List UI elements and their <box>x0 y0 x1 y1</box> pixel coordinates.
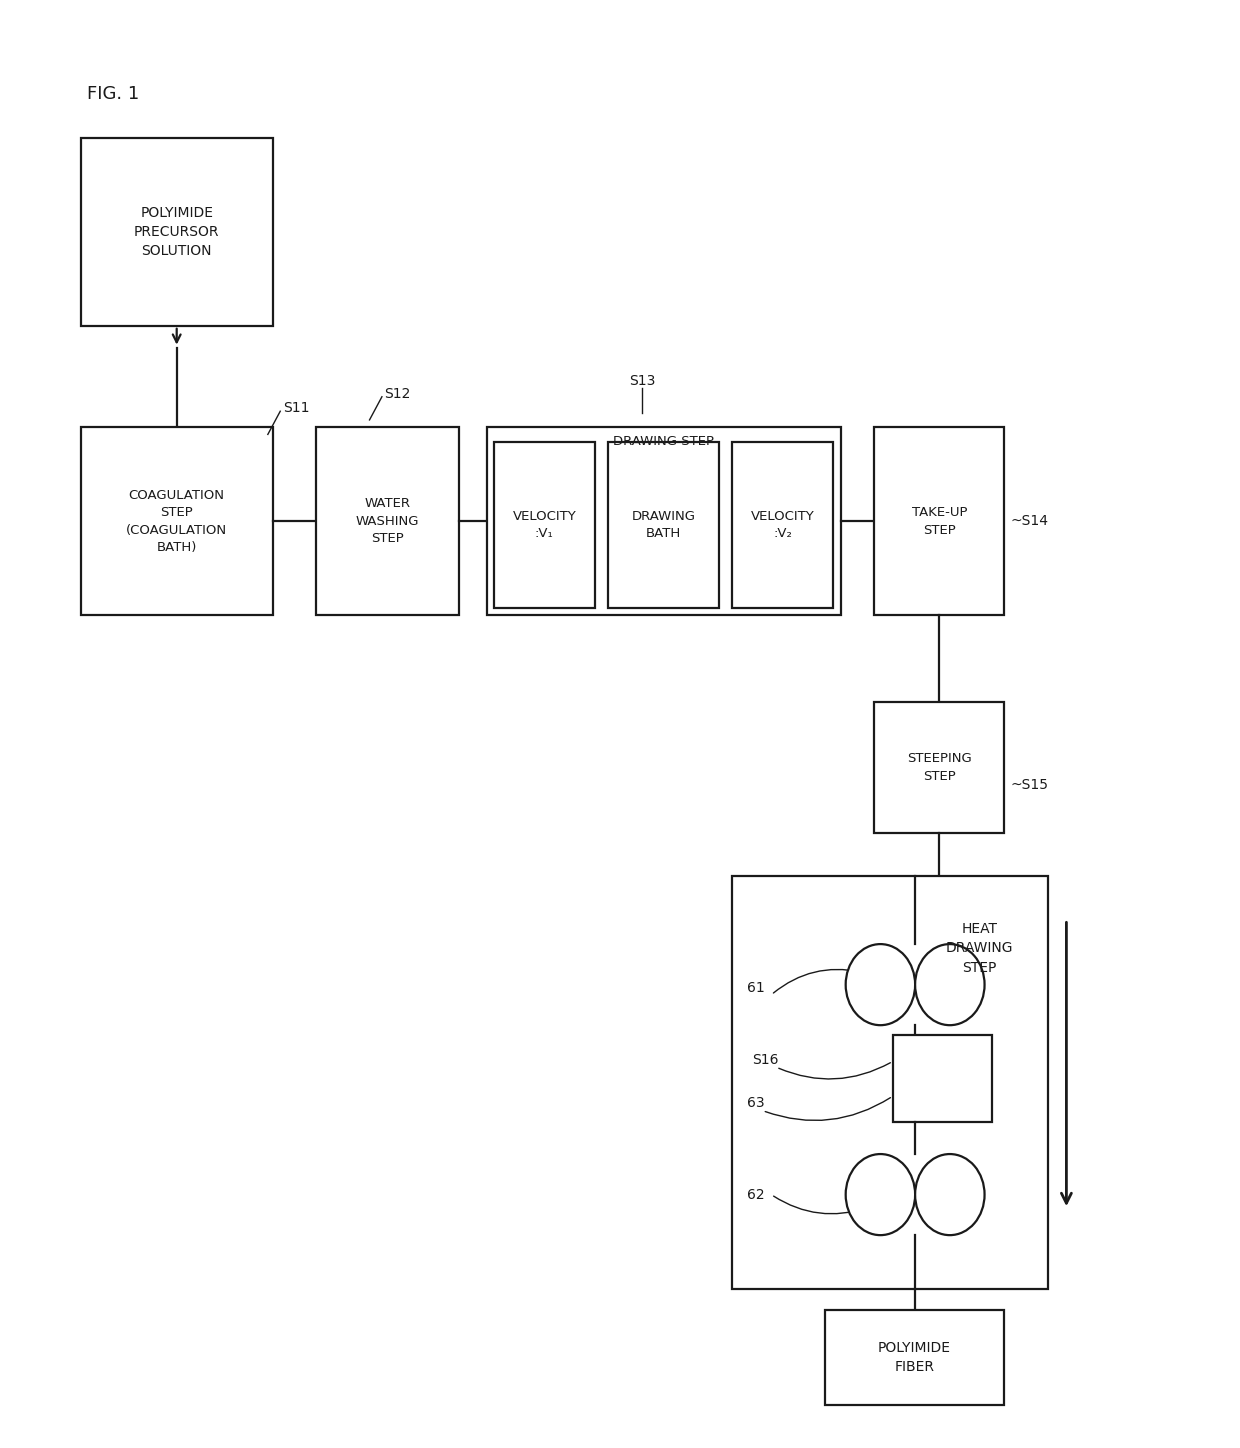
Bar <box>81 138 273 326</box>
Text: DRAWING STEP: DRAWING STEP <box>613 436 714 447</box>
Text: 62: 62 <box>748 1187 765 1202</box>
Bar <box>874 702 1004 833</box>
Text: POLYIMIDE
PRECURSOR
SOLUTION: POLYIMIDE PRECURSOR SOLUTION <box>134 206 219 258</box>
Circle shape <box>846 944 915 1025</box>
Bar <box>487 427 841 615</box>
Bar <box>81 427 273 615</box>
Text: FIG. 1: FIG. 1 <box>87 85 139 103</box>
Text: DRAWING
BATH: DRAWING BATH <box>631 510 696 540</box>
Bar <box>316 427 459 615</box>
Text: WATER
WASHING
STEP: WATER WASHING STEP <box>356 497 419 546</box>
Text: VELOCITY
:V₂: VELOCITY :V₂ <box>750 510 815 540</box>
Text: S11: S11 <box>283 401 309 416</box>
Bar <box>732 876 1048 1289</box>
Text: HEAT
DRAWING
STEP: HEAT DRAWING STEP <box>946 922 1013 975</box>
Bar <box>494 442 595 608</box>
Text: 61: 61 <box>748 980 765 995</box>
Text: S12: S12 <box>384 387 410 401</box>
Circle shape <box>846 1154 915 1235</box>
Text: ~S15: ~S15 <box>1011 778 1049 792</box>
Circle shape <box>915 944 985 1025</box>
Text: ~S14: ~S14 <box>1011 514 1049 529</box>
Text: COAGULATION
STEP
(COAGULATION
BATH): COAGULATION STEP (COAGULATION BATH) <box>126 488 227 555</box>
Text: 63: 63 <box>748 1096 765 1111</box>
Bar <box>825 1310 1004 1405</box>
Circle shape <box>915 1154 985 1235</box>
Text: TAKE-UP
STEP: TAKE-UP STEP <box>911 505 967 537</box>
Bar <box>732 442 833 608</box>
Bar <box>608 442 719 608</box>
Text: S13: S13 <box>629 374 656 388</box>
Text: S16: S16 <box>753 1053 779 1067</box>
Bar <box>893 1035 992 1122</box>
Bar <box>874 427 1004 615</box>
Text: POLYIMIDE
FIBER: POLYIMIDE FIBER <box>878 1341 951 1374</box>
Text: VELOCITY
:V₁: VELOCITY :V₁ <box>512 510 577 540</box>
Text: STEEPING
STEP: STEEPING STEP <box>906 752 972 783</box>
